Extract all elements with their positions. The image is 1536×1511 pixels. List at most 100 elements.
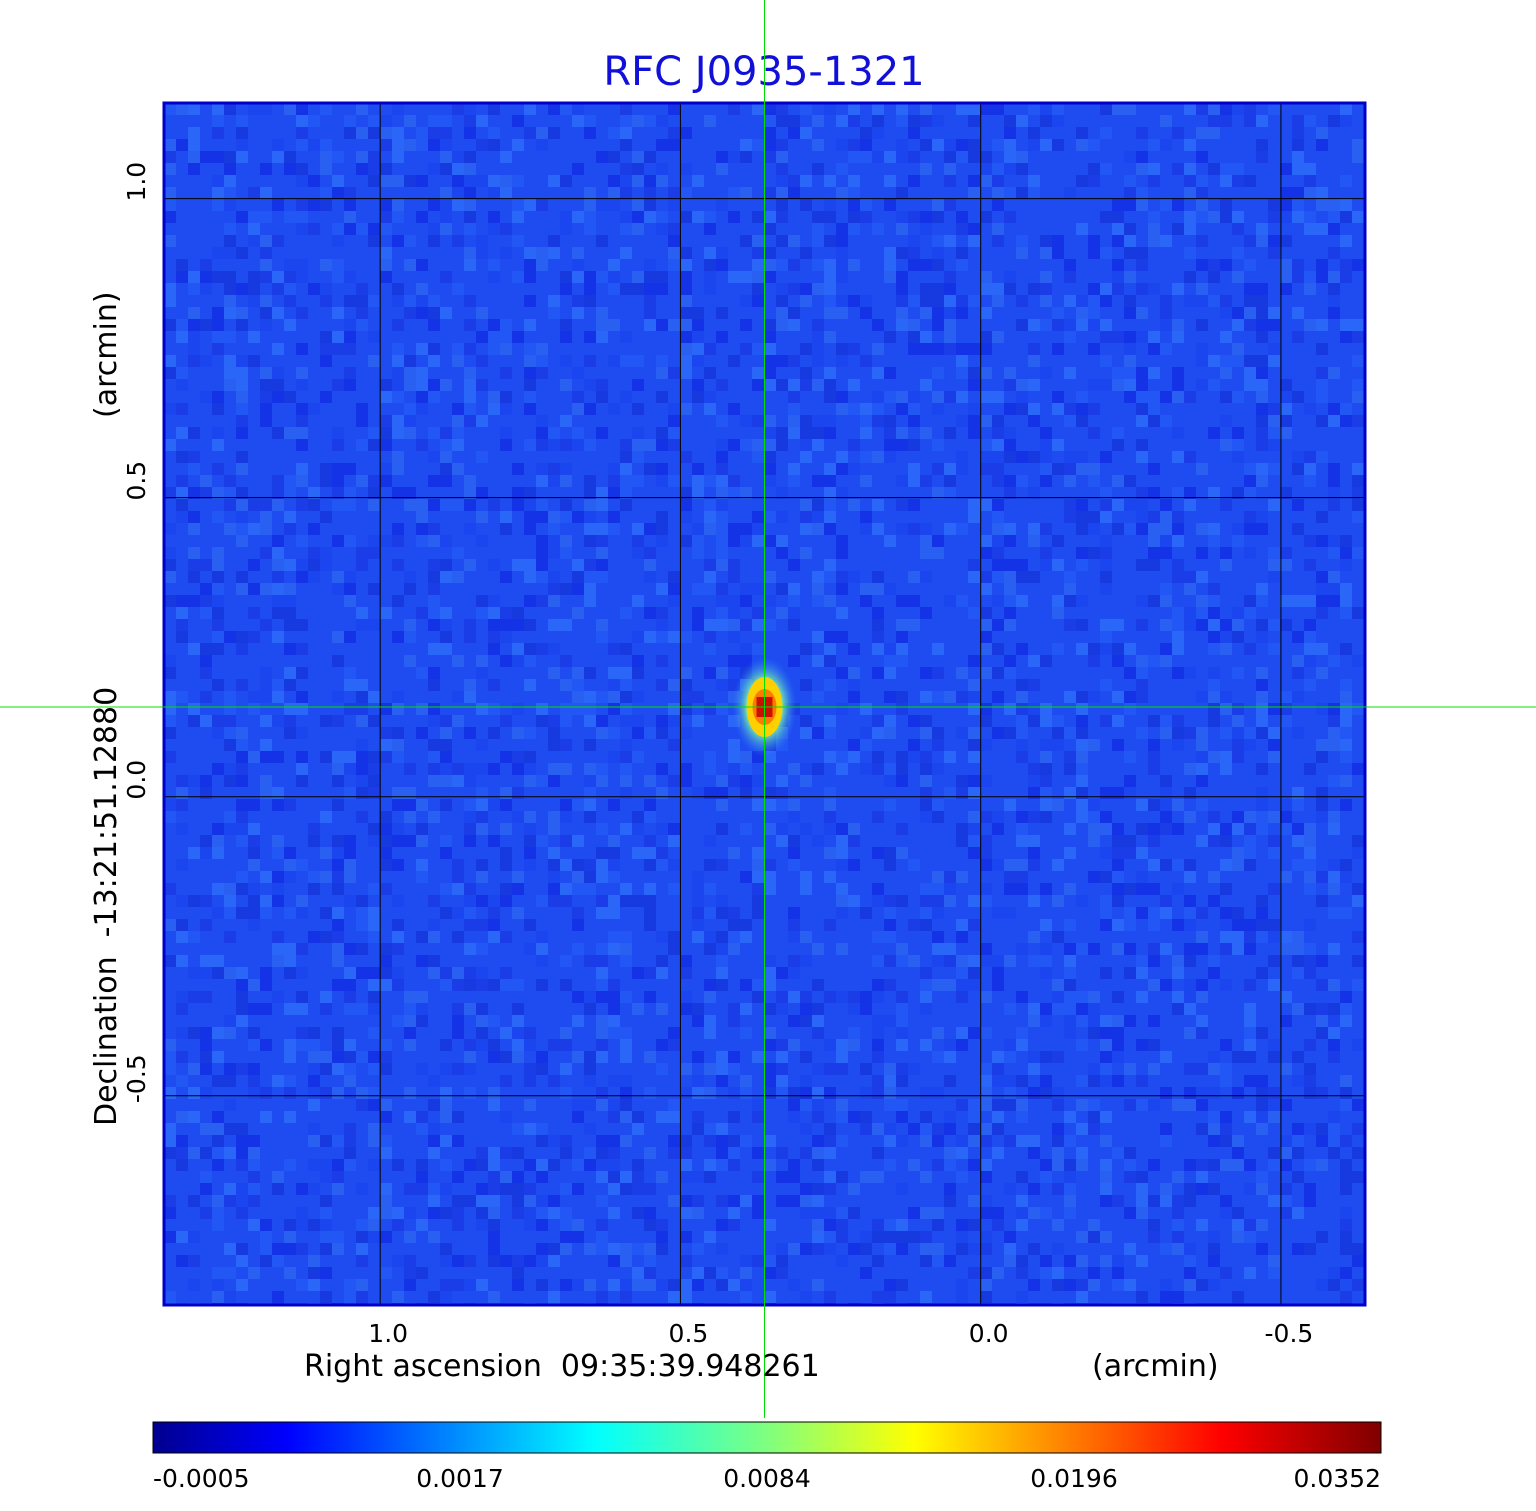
noise-pixel <box>1208 1231 1220 1243</box>
noise-pixel <box>1220 391 1232 403</box>
noise-pixel <box>1352 895 1364 907</box>
noise-pixel <box>908 499 920 511</box>
noise-pixel <box>584 1159 596 1171</box>
noise-pixel <box>284 1159 296 1171</box>
noise-pixel <box>380 751 392 763</box>
noise-pixel <box>224 247 236 259</box>
noise-pixel <box>596 1051 608 1063</box>
noise-pixel <box>704 907 716 919</box>
noise-pixel <box>896 403 908 415</box>
noise-pixel <box>908 859 920 871</box>
noise-pixel <box>512 115 524 127</box>
noise-pixel <box>1304 1003 1316 1015</box>
noise-pixel <box>764 259 776 271</box>
noise-pixel <box>992 199 1004 211</box>
noise-pixel <box>1148 1015 1160 1027</box>
noise-pixel <box>1244 379 1256 391</box>
noise-pixel <box>332 463 344 475</box>
noise-pixel <box>1208 163 1220 175</box>
noise-pixel <box>716 523 728 535</box>
noise-pixel <box>800 991 812 1003</box>
noise-pixel <box>1172 1243 1184 1255</box>
noise-pixel <box>440 463 452 475</box>
noise-pixel <box>164 811 176 823</box>
noise-pixel <box>440 1183 452 1195</box>
noise-pixel <box>344 1291 356 1303</box>
noise-pixel <box>992 499 1004 511</box>
noise-pixel <box>260 547 272 559</box>
noise-pixel <box>656 1003 668 1015</box>
noise-pixel <box>1088 739 1100 751</box>
noise-pixel <box>1148 1159 1160 1171</box>
noise-pixel <box>464 883 476 895</box>
noise-pixel <box>800 343 812 355</box>
noise-pixel <box>1040 1003 1052 1015</box>
noise-pixel <box>620 1135 632 1147</box>
noise-pixel <box>1304 115 1316 127</box>
noise-pixel <box>284 163 296 175</box>
noise-pixel <box>1220 727 1232 739</box>
noise-pixel <box>416 139 428 151</box>
noise-pixel <box>512 1003 524 1015</box>
noise-pixel <box>680 991 692 1003</box>
noise-pixel <box>1196 211 1208 223</box>
noise-pixel <box>452 883 464 895</box>
noise-pixel <box>476 247 488 259</box>
noise-pixel <box>980 547 992 559</box>
noise-pixel <box>1316 451 1328 463</box>
noise-pixel <box>188 463 200 475</box>
noise-pixel <box>704 559 716 571</box>
noise-pixel <box>1040 655 1052 667</box>
noise-pixel <box>632 439 644 451</box>
noise-pixel <box>1124 343 1136 355</box>
noise-pixel <box>704 1087 716 1099</box>
noise-pixel <box>260 667 272 679</box>
noise-pixel <box>512 1051 524 1063</box>
noise-pixel <box>476 655 488 667</box>
noise-pixel <box>668 883 680 895</box>
noise-pixel <box>392 427 404 439</box>
noise-pixel <box>320 1087 332 1099</box>
noise-pixel <box>1184 871 1196 883</box>
noise-pixel <box>716 1063 728 1075</box>
noise-pixel <box>1340 1171 1352 1183</box>
noise-pixel <box>1016 595 1028 607</box>
noise-pixel <box>1292 451 1304 463</box>
noise-pixel <box>1292 391 1304 403</box>
noise-pixel <box>1040 1159 1052 1171</box>
noise-pixel <box>968 811 980 823</box>
noise-pixel <box>716 895 728 907</box>
noise-pixel <box>1088 139 1100 151</box>
noise-pixel <box>956 1291 968 1303</box>
noise-pixel <box>1268 1111 1280 1123</box>
noise-pixel <box>1316 259 1328 271</box>
noise-pixel <box>968 379 980 391</box>
noise-pixel <box>800 727 812 739</box>
noise-pixel <box>740 523 752 535</box>
noise-pixel <box>1304 451 1316 463</box>
noise-pixel <box>512 883 524 895</box>
noise-pixel <box>1184 979 1196 991</box>
noise-pixel <box>884 1123 896 1135</box>
noise-pixel <box>728 751 740 763</box>
noise-pixel <box>176 595 188 607</box>
noise-pixel <box>776 259 788 271</box>
noise-pixel <box>380 943 392 955</box>
noise-pixel <box>596 235 608 247</box>
noise-pixel <box>596 319 608 331</box>
noise-pixel <box>200 607 212 619</box>
noise-pixel <box>536 199 548 211</box>
noise-pixel <box>536 643 548 655</box>
noise-pixel <box>284 559 296 571</box>
noise-pixel <box>872 1255 884 1267</box>
noise-pixel <box>860 1087 872 1099</box>
noise-pixel <box>1256 799 1268 811</box>
noise-pixel <box>1100 895 1112 907</box>
noise-pixel <box>476 859 488 871</box>
noise-pixel <box>716 955 728 967</box>
noise-pixel <box>824 1231 836 1243</box>
noise-pixel <box>692 355 704 367</box>
noise-pixel <box>956 727 968 739</box>
noise-pixel <box>1292 955 1304 967</box>
noise-pixel <box>212 763 224 775</box>
